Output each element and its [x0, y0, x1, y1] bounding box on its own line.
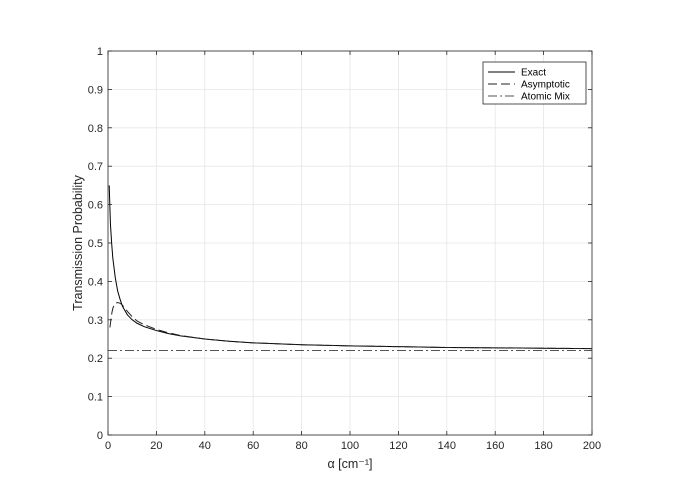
series-layer	[108, 185, 593, 352]
y-tick-label: 0.8	[88, 123, 103, 135]
y-tick-label: 0.3	[88, 315, 103, 327]
x-tick-label: 140	[438, 440, 456, 452]
x-tick-label: 60	[247, 440, 259, 452]
x-tick-label: 0	[105, 440, 111, 452]
x-tick-label: 200	[583, 440, 601, 452]
x-tick-label: 20	[150, 440, 162, 452]
x-tick-label: 180	[534, 440, 552, 452]
y-tick-label: 0.4	[88, 276, 103, 288]
y-tick-label: 0.2	[88, 353, 103, 365]
y-tick-label: 0.9	[88, 84, 103, 96]
legend-box	[482, 61, 587, 105]
legend-label: Exact	[521, 68, 546, 79]
y-tick-label: 1	[97, 46, 103, 58]
series-line-asymptotic	[109, 301, 593, 350]
y-tick-label: 0	[97, 430, 103, 442]
y-tick-label: 0.6	[88, 200, 103, 212]
x-tick-label: 100	[341, 440, 359, 452]
y-axis-label: Transmission Probability	[71, 174, 85, 310]
y-tick-label: 0.5	[88, 238, 103, 250]
x-axis-label: α [cm⁻¹]	[327, 457, 372, 471]
x-tick-label: 160	[486, 440, 504, 452]
x-tick-label: 80	[295, 440, 307, 452]
legend-label: Atomic Mix	[521, 92, 570, 103]
y-tick-label: 0.7	[88, 161, 103, 173]
ticks: 0 20 40 60 80 100 120 140 160 180 200 0 0.1 0.2 0.3 0.4…	[88, 46, 601, 452]
y-tick-label: 0.1	[88, 392, 103, 404]
x-tick-label: 40	[199, 440, 211, 452]
x-tick-label: 120	[389, 440, 407, 452]
legend-label: Asymptotic	[521, 80, 570, 91]
